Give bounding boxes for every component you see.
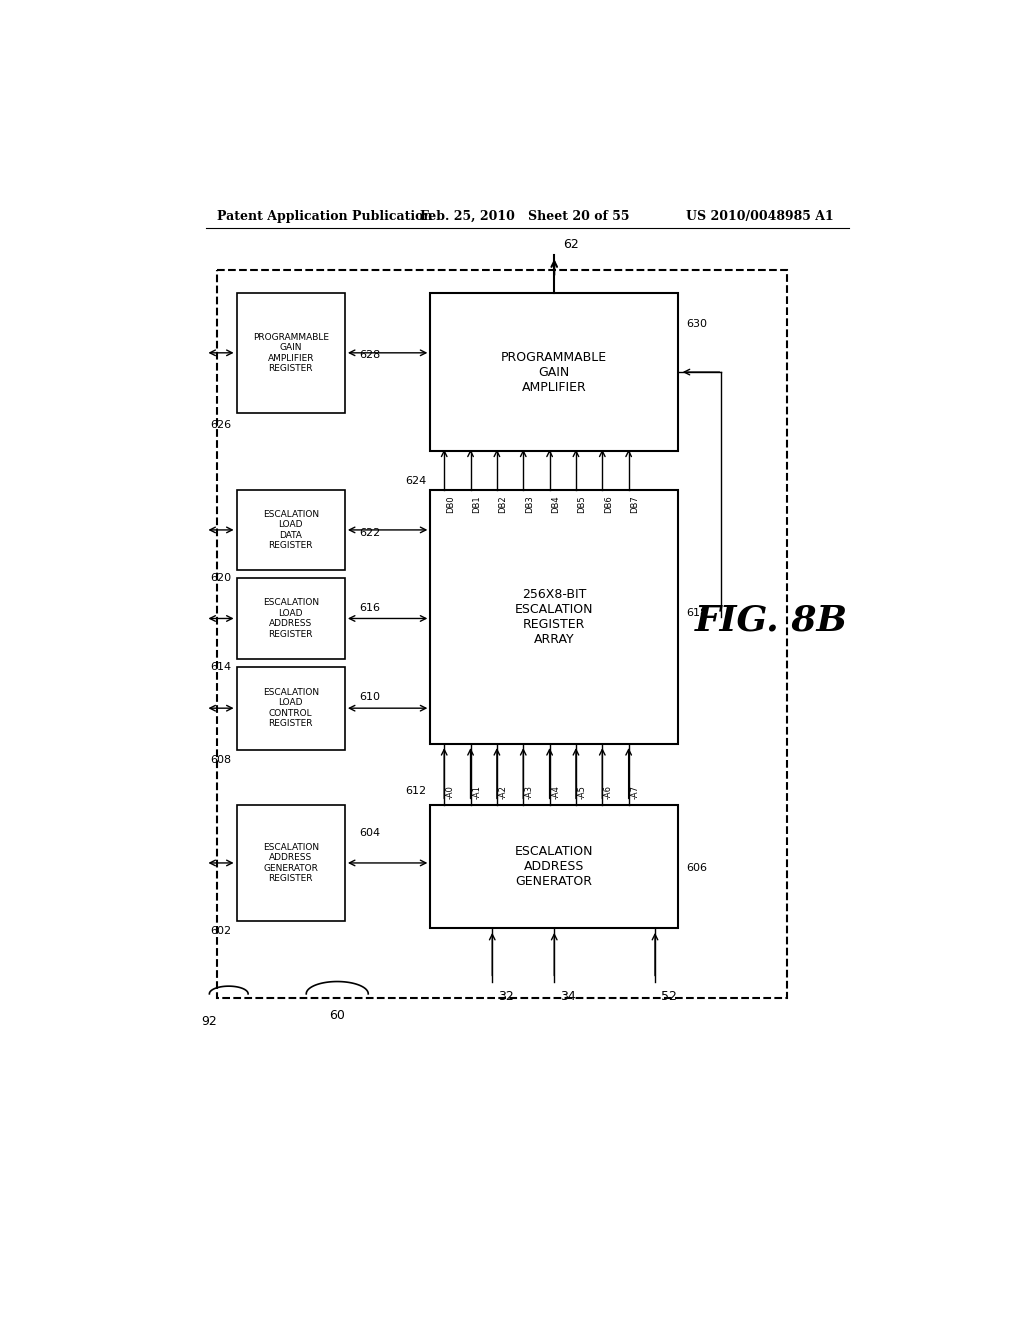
Text: DB4: DB4: [551, 496, 560, 513]
Text: DB6: DB6: [604, 496, 612, 513]
Text: 620: 620: [210, 573, 231, 583]
Text: -A1: -A1: [472, 785, 481, 799]
Text: 62: 62: [563, 238, 580, 251]
Text: -A2: -A2: [499, 785, 508, 799]
Text: 34: 34: [560, 990, 577, 1003]
Bar: [430, 490, 678, 743]
Text: 608: 608: [210, 755, 231, 766]
Text: Feb. 25, 2010   Sheet 20 of 55: Feb. 25, 2010 Sheet 20 of 55: [420, 210, 630, 223]
Text: 52: 52: [662, 990, 677, 1003]
Text: US 2010/0048985 A1: US 2010/0048985 A1: [685, 210, 834, 223]
Bar: [217, 271, 786, 998]
Text: PROGRAMMABLE
GAIN
AMPLIFIER
REGISTER: PROGRAMMABLE GAIN AMPLIFIER REGISTER: [253, 333, 329, 374]
Text: 606: 606: [686, 863, 707, 874]
Bar: [237, 578, 345, 659]
Text: ESCALATION
LOAD
DATA
REGISTER: ESCALATION LOAD DATA REGISTER: [263, 510, 318, 550]
Text: -A6: -A6: [604, 785, 612, 799]
Text: -A5: -A5: [578, 785, 587, 799]
Text: 626: 626: [210, 420, 231, 430]
Text: FIG. 8B: FIG. 8B: [694, 603, 848, 638]
Bar: [430, 805, 678, 928]
Text: 60: 60: [330, 1010, 345, 1022]
Text: 628: 628: [359, 350, 380, 360]
Text: DB2: DB2: [499, 496, 508, 513]
Text: ESCALATION
ADDRESS
GENERATOR
REGISTER: ESCALATION ADDRESS GENERATOR REGISTER: [263, 843, 318, 883]
Text: 612: 612: [406, 785, 426, 796]
Text: 32: 32: [499, 990, 514, 1003]
Text: 614: 614: [210, 661, 231, 672]
Text: -A3: -A3: [524, 785, 534, 799]
Text: 92: 92: [202, 1015, 217, 1028]
Text: -A4: -A4: [551, 785, 560, 799]
Text: PROGRAMMABLE
GAIN
AMPLIFIER: PROGRAMMABLE GAIN AMPLIFIER: [501, 351, 607, 393]
Bar: [237, 805, 345, 921]
Text: ESCALATION
LOAD
ADDRESS
REGISTER: ESCALATION LOAD ADDRESS REGISTER: [263, 598, 318, 639]
Text: ESCALATION
LOAD
CONTROL
REGISTER: ESCALATION LOAD CONTROL REGISTER: [263, 688, 318, 729]
Text: -A7: -A7: [630, 785, 639, 799]
Bar: [430, 293, 678, 451]
Text: Patent Application Publication: Patent Application Publication: [217, 210, 432, 223]
Text: 624: 624: [406, 475, 426, 486]
Text: DB7: DB7: [630, 496, 639, 513]
Bar: [237, 667, 345, 750]
Text: DB3: DB3: [524, 496, 534, 513]
Bar: [237, 293, 345, 413]
Text: 604: 604: [359, 829, 380, 838]
Text: 618: 618: [686, 607, 708, 618]
Text: DB0: DB0: [445, 496, 455, 513]
Text: DB1: DB1: [472, 496, 481, 513]
Text: DB5: DB5: [578, 496, 587, 513]
Text: 602: 602: [210, 927, 231, 936]
Text: 616: 616: [359, 603, 380, 614]
Text: 610: 610: [359, 692, 380, 702]
Text: ESCALATION
ADDRESS
GENERATOR: ESCALATION ADDRESS GENERATOR: [515, 845, 594, 888]
Text: 622: 622: [359, 528, 380, 539]
Text: 256X8-BIT
ESCALATION
REGISTER
ARRAY: 256X8-BIT ESCALATION REGISTER ARRAY: [515, 587, 594, 645]
Bar: [237, 490, 345, 570]
Text: 630: 630: [686, 319, 707, 329]
Text: -A0: -A0: [445, 785, 455, 799]
